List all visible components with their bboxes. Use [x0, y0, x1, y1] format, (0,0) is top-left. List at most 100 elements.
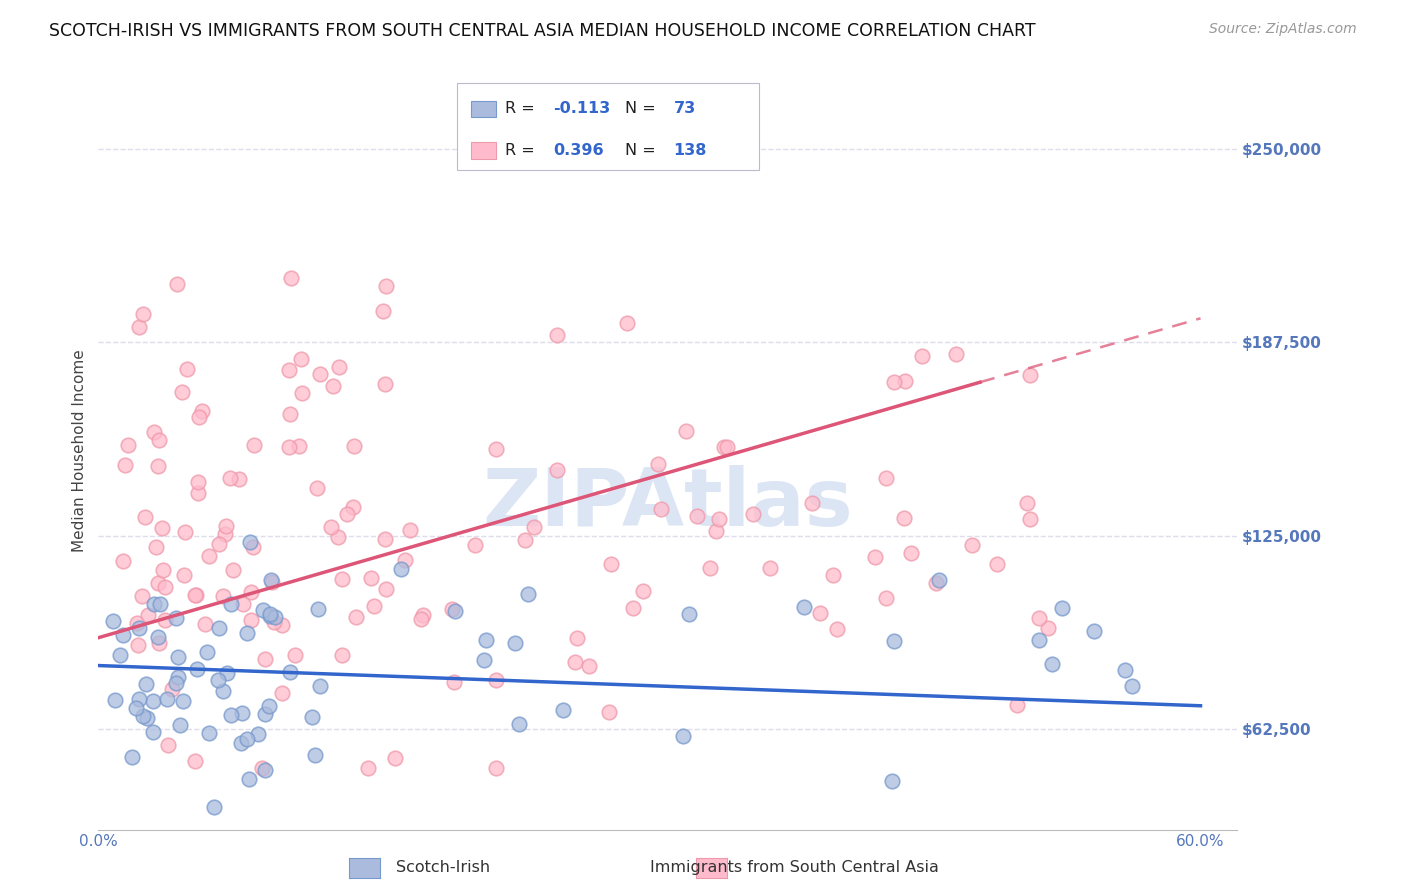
Point [278, 407, 301, 421]
Point [193, 616, 215, 631]
Point [875, 591, 897, 606]
Point [1036, 621, 1059, 635]
Point [672, 729, 695, 743]
Point [128, 320, 150, 334]
Point [308, 602, 330, 616]
Point [713, 440, 735, 454]
Point [1121, 679, 1143, 693]
Text: 138: 138 [673, 144, 707, 158]
Point [198, 549, 221, 563]
Point [195, 645, 218, 659]
Point [135, 676, 157, 690]
Point [104, 693, 127, 707]
Point [565, 632, 588, 646]
Point [211, 589, 233, 603]
Point [152, 563, 174, 577]
Point [260, 574, 283, 588]
Point [707, 511, 730, 525]
Point [186, 663, 208, 677]
Point [160, 681, 183, 696]
Point [412, 608, 434, 623]
Point [172, 694, 194, 708]
Point [894, 374, 917, 388]
Point [925, 576, 948, 591]
Point [384, 750, 406, 764]
Point [443, 604, 465, 618]
Point [174, 525, 197, 540]
Point [131, 709, 153, 723]
Point [254, 652, 277, 666]
Point [218, 470, 240, 484]
Text: N =: N = [624, 144, 661, 158]
Point [1028, 611, 1050, 625]
Point [517, 587, 540, 601]
Point [883, 375, 905, 389]
Point [1040, 657, 1063, 672]
Y-axis label: Median Household Income: Median Household Income [72, 349, 87, 552]
Point [260, 574, 283, 589]
Point [127, 639, 149, 653]
Point [883, 634, 905, 648]
Text: SCOTCH-IRISH VS IMMIGRANTS FROM SOUTH CENTRAL ASIA MEDIAN HOUSEHOLD INCOME CORRE: SCOTCH-IRISH VS IMMIGRANTS FROM SOUTH CE… [49, 22, 1036, 40]
Point [633, 584, 655, 599]
Point [464, 538, 486, 552]
Point [515, 533, 537, 547]
Point [741, 508, 763, 522]
Point [409, 612, 432, 626]
Point [986, 557, 1008, 571]
Point [136, 608, 159, 623]
Point [328, 360, 350, 375]
Point [808, 607, 831, 621]
Point [236, 626, 259, 640]
Point [197, 725, 219, 739]
Text: -0.113: -0.113 [553, 102, 610, 116]
Point [363, 599, 385, 613]
Point [259, 608, 281, 623]
Point [928, 573, 950, 587]
Point [277, 362, 299, 376]
Point [252, 761, 274, 775]
Point [231, 706, 253, 720]
Point [374, 533, 396, 547]
Point [215, 665, 238, 680]
Point [326, 530, 349, 544]
Point [1017, 496, 1039, 510]
Point [202, 799, 225, 814]
Text: R =: R = [505, 144, 540, 158]
Point [263, 615, 285, 630]
Point [1028, 633, 1050, 648]
Point [142, 425, 165, 440]
Point [219, 597, 242, 611]
Text: R =: R = [505, 102, 540, 116]
Point [678, 607, 700, 622]
Point [184, 588, 207, 602]
Point [288, 439, 311, 453]
Point [800, 496, 823, 510]
Point [101, 614, 124, 628]
Point [142, 597, 165, 611]
Point [704, 524, 727, 538]
Point [508, 717, 530, 731]
Point [546, 463, 568, 477]
Point [112, 628, 135, 642]
Point [699, 561, 721, 575]
Point [616, 316, 638, 330]
Point [117, 438, 139, 452]
Point [546, 328, 568, 343]
Point [321, 520, 343, 534]
Point [259, 607, 281, 621]
Point [945, 347, 967, 361]
Point [167, 650, 190, 665]
Point [1019, 511, 1042, 525]
Point [278, 665, 301, 679]
Point [146, 459, 169, 474]
Point [1005, 698, 1028, 713]
Point [375, 582, 398, 597]
Point [257, 698, 280, 713]
Point [360, 571, 382, 585]
Point [911, 349, 934, 363]
Point [134, 510, 156, 524]
Point [564, 655, 586, 669]
Point [758, 561, 780, 575]
Point [148, 636, 170, 650]
